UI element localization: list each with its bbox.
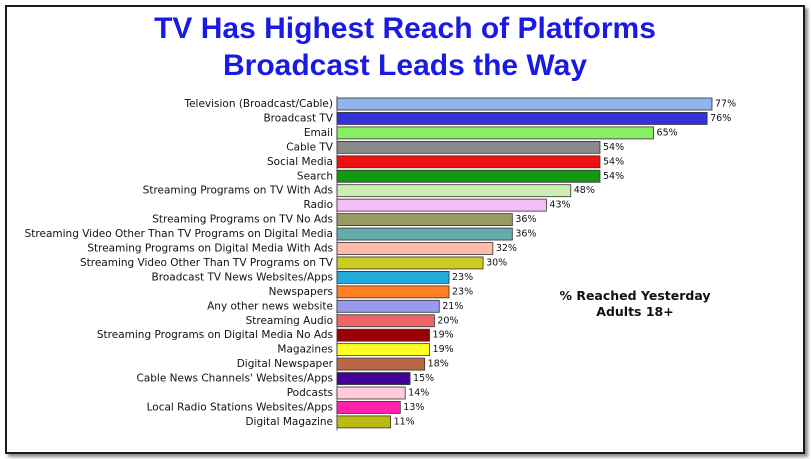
category-label-14: Newspapers [269, 286, 333, 298]
bar-13 [336, 270, 450, 284]
bar-10 [336, 227, 513, 241]
value-label-12: 30% [486, 257, 507, 268]
value-label-18: 19% [433, 344, 454, 355]
category-label-6: Search [297, 170, 333, 182]
value-label-21: 14% [408, 388, 429, 399]
category-label-21: Podcasts [287, 387, 333, 399]
value-label-13: 23% [452, 272, 473, 283]
value-label-23: 11% [394, 416, 415, 427]
category-label-8: Radio [303, 199, 333, 211]
category-label-22: Local Radio Stations Websites/Apps [147, 401, 333, 413]
bar-9 [336, 213, 513, 227]
chart-annotation: % Reached Yesterday Adults 18+ [540, 288, 730, 320]
category-label-23: Digital Magazine [245, 416, 333, 428]
value-label-17: 19% [433, 330, 454, 341]
value-label-15: 21% [442, 301, 463, 312]
bar-20 [336, 372, 411, 385]
value-label-2: 76% [710, 113, 731, 124]
value-label-3: 65% [657, 127, 678, 138]
value-label-22: 13% [403, 402, 424, 413]
value-label-5: 54% [603, 156, 624, 167]
category-label-15: Any other news website [207, 300, 333, 312]
bar-5 [336, 155, 601, 169]
category-label-5: Social Media [267, 156, 333, 168]
category-label-12: Streaming Video Other Than TV Programs o… [80, 257, 334, 269]
bar-6 [336, 169, 601, 183]
value-label-7: 48% [574, 185, 595, 196]
bar-7 [336, 184, 572, 198]
chart-title-block: TV Has Highest Reach of Platforms Broadc… [7, 10, 803, 84]
bar-21 [336, 386, 406, 400]
bar-18 [336, 343, 430, 357]
bar-16 [336, 314, 435, 328]
bar-19 [336, 357, 426, 371]
annotation-line-1: % Reached Yesterday [559, 288, 711, 303]
category-label-3: Email [304, 127, 333, 139]
category-label-18: Magazines [277, 344, 333, 356]
category-label-9: Streaming Programs on TV No Ads [152, 214, 333, 226]
category-label-4: Cable TV [286, 141, 334, 153]
bar-2 [336, 112, 708, 125]
annotation-line-2: Adults 18+ [596, 304, 674, 319]
value-label-14: 23% [452, 286, 473, 297]
bar-14 [336, 285, 450, 299]
value-label-9: 36% [515, 214, 536, 225]
value-label-1: 77% [715, 99, 736, 110]
category-label-2: Broadcast TV [263, 112, 333, 124]
value-label-4: 54% [603, 142, 624, 153]
bar-3 [336, 126, 654, 140]
bar-15 [336, 299, 440, 313]
bar-23 [336, 415, 391, 429]
bar-4 [336, 140, 601, 154]
category-label-19: Digital Newspaper [237, 358, 334, 370]
category-label-1: Television (Broadcast/Cable) [183, 98, 333, 110]
value-label-10: 36% [515, 229, 536, 240]
value-label-20: 15% [413, 373, 434, 384]
value-label-11: 32% [496, 243, 517, 254]
bar-17 [336, 328, 430, 342]
category-label-20: Cable News Channels' Websites/Apps [136, 373, 333, 385]
bar-1 [336, 97, 713, 111]
category-label-7: Streaming Programs on TV With Ads [143, 185, 333, 197]
value-label-16: 20% [437, 315, 458, 326]
category-label-11: Streaming Programs on Digital Media With… [87, 243, 333, 255]
value-label-8: 43% [549, 200, 570, 211]
bar-22 [336, 401, 401, 414]
bar-11 [336, 242, 494, 255]
chart-subtitle: Broadcast Leads the Way [223, 49, 587, 82]
category-label-16: Streaming Audio [246, 315, 333, 327]
category-label-10: Streaming Video Other Than TV Programs o… [25, 228, 333, 240]
bar-8 [336, 198, 547, 212]
bar-12 [336, 256, 484, 270]
chart-title: TV Has Highest Reach of Platforms [154, 12, 656, 45]
value-label-6: 54% [603, 171, 624, 182]
category-label-13: Broadcast TV News Websites/Apps [152, 271, 333, 283]
category-label-17: Streaming Programs on Digital Media No A… [97, 329, 333, 341]
value-label-19: 18% [428, 359, 449, 370]
